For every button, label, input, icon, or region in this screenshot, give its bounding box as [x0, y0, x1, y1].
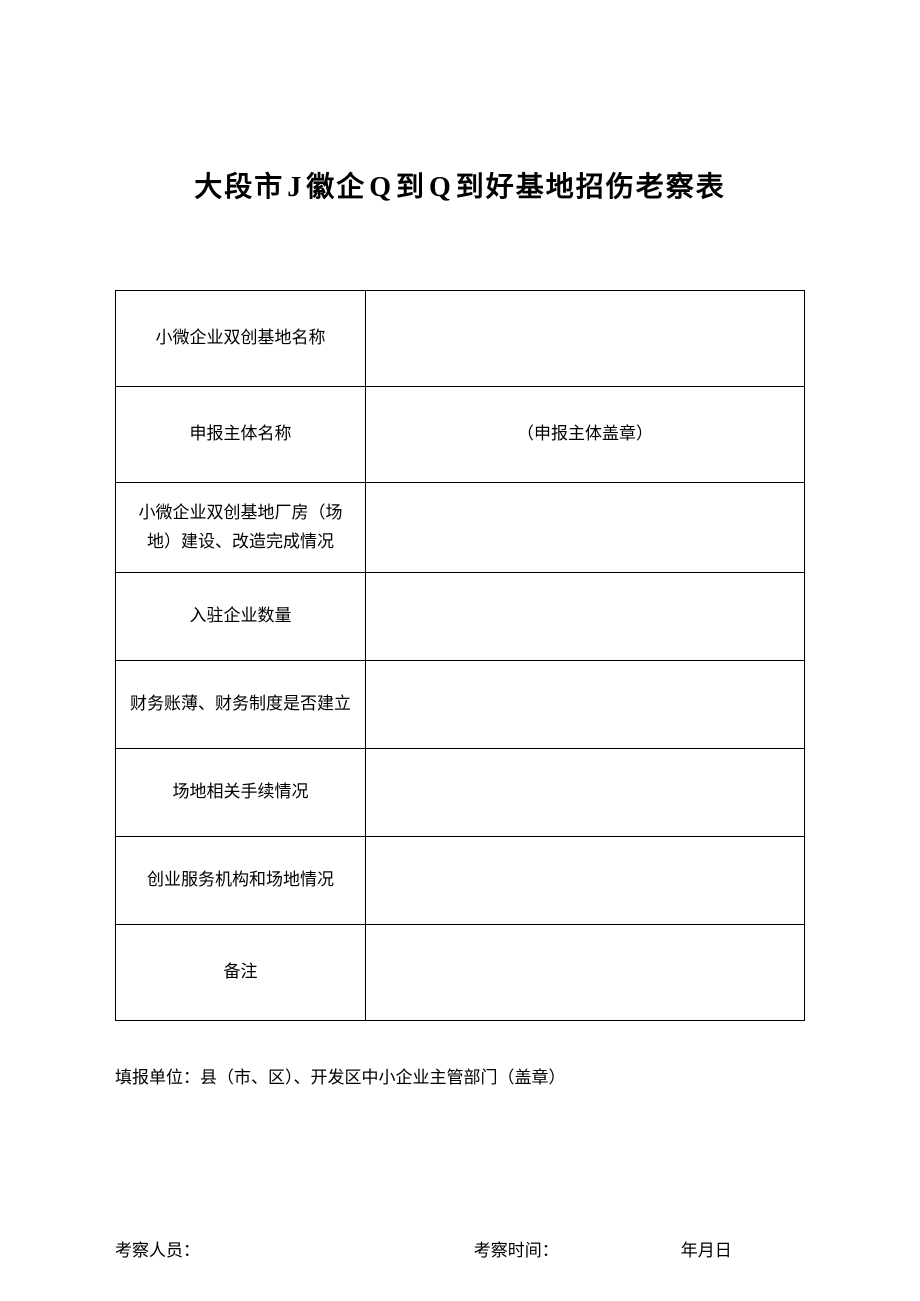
title-suffix: 到好基地招伤老察表	[456, 172, 726, 203]
title-seg-q2: Q	[429, 172, 453, 203]
table-row: 小微企业双创基地厂房（场地）建设、改造完成情况	[116, 483, 805, 573]
inspector-label: 考察人员：	[115, 1236, 474, 1261]
reporting-unit: 填报单位：县（市、区）、开发区中小企业主管部门（盖章）	[115, 1063, 805, 1088]
form-table: 小微企业双创基地名称 申报主体名称 （申报主体盖章） 小微企业双创基地厂房（场地…	[115, 290, 805, 1021]
title-seg-q1: Q	[369, 172, 393, 203]
label-construction: 小微企业双创基地厂房（场地）建设、改造完成情况	[116, 483, 366, 573]
title-mid1: 徽企	[306, 172, 366, 203]
table-row: 场地相关手续情况	[116, 749, 805, 837]
bottom-line: 考察人员： 考察时间： 年月日	[115, 1236, 805, 1261]
title-prefix: 大段市	[194, 172, 284, 203]
date-label: 年月日	[681, 1236, 805, 1261]
value-construction	[366, 483, 805, 573]
label-enterprises: 入驻企业数量	[116, 573, 366, 661]
value-remarks	[366, 925, 805, 1021]
inspection-time-label: 考察时间：	[474, 1236, 681, 1261]
label-services: 创业服务机构和场地情况	[116, 837, 366, 925]
value-base-name	[366, 291, 805, 387]
value-applicant: （申报主体盖章）	[366, 387, 805, 483]
table-row: 申报主体名称 （申报主体盖章）	[116, 387, 805, 483]
title-mid2: 到	[396, 172, 426, 203]
table-row: 创业服务机构和场地情况	[116, 837, 805, 925]
title-seg-j: J	[287, 172, 303, 203]
value-finance	[366, 661, 805, 749]
value-enterprises	[366, 573, 805, 661]
label-applicant: 申报主体名称	[116, 387, 366, 483]
label-procedures: 场地相关手续情况	[116, 749, 366, 837]
value-procedures	[366, 749, 805, 837]
label-base-name: 小微企业双创基地名称	[116, 291, 366, 387]
table-row: 备注	[116, 925, 805, 1021]
page-title: 大段市J徽企Q到Q到好基地招伤老察表	[115, 165, 805, 205]
label-finance: 财务账薄、财务制度是否建立	[116, 661, 366, 749]
table-row: 小微企业双创基地名称	[116, 291, 805, 387]
value-services	[366, 837, 805, 925]
label-remarks: 备注	[116, 925, 366, 1021]
table-row: 财务账薄、财务制度是否建立	[116, 661, 805, 749]
table-row: 入驻企业数量	[116, 573, 805, 661]
